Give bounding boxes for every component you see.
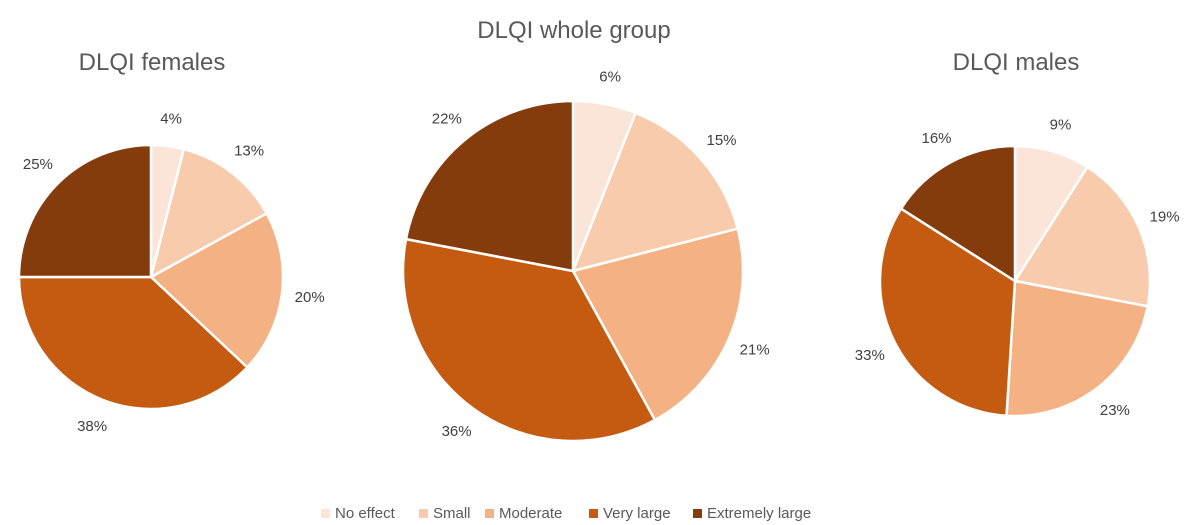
- pie-slice-males-moderate: [1005, 279, 1150, 418]
- pie-slice-females-extremely-large: [17, 143, 153, 279]
- pie-slice-whole-group-small: [570, 111, 740, 273]
- legend-label-no-effect: No effect: [335, 505, 396, 522]
- data-label-females-no-effect: 4%: [160, 110, 182, 127]
- data-label-whole-group-moderate: 21%: [740, 342, 770, 359]
- data-label-males-extremely-large: 16%: [921, 130, 951, 147]
- pie-group: 4% 13% 20% 38% 25% 6% 15% 21% 36% 22% 9% 19% 23% 33% 1…: [17, 69, 1180, 443]
- legend-label-small: Small: [433, 505, 471, 522]
- data-label-males-very-large: 33%: [855, 347, 885, 364]
- pie-slice-males-small: [1012, 165, 1152, 308]
- legend-swatch-very-large: [589, 509, 598, 518]
- legend: No effect Small Moderate Very large Extr…: [321, 505, 811, 522]
- data-label-females-very-large: 38%: [77, 418, 107, 435]
- data-label-whole-group-extremely-large: 22%: [432, 110, 462, 127]
- data-label-whole-group-no-effect: 6%: [599, 69, 621, 86]
- chart-title-whole-group: DLQI whole group: [477, 17, 670, 44]
- pie-slice-whole-group-moderate: [571, 227, 745, 422]
- legend-label-extremely-large: Extremely large: [707, 505, 811, 522]
- pie-slice-whole-group-very-large: [401, 237, 657, 443]
- data-label-males-moderate: 23%: [1100, 402, 1130, 419]
- pie-slice-females-moderate: [148, 211, 285, 370]
- data-label-males-small: 19%: [1150, 208, 1180, 225]
- data-label-females-small: 13%: [234, 143, 264, 160]
- pie-slice-females-very-large: [17, 275, 249, 411]
- chart-title-females: DLQI females: [79, 49, 226, 76]
- legend-label-moderate: Moderate: [499, 505, 562, 522]
- data-label-females-extremely-large: 25%: [23, 156, 53, 173]
- chart-title-males: DLQI males: [953, 49, 1080, 76]
- data-label-whole-group-small: 15%: [706, 132, 736, 149]
- data-label-whole-group-very-large: 36%: [442, 423, 472, 440]
- legend-swatch-moderate: [485, 509, 494, 518]
- data-label-males-no-effect: 9%: [1050, 117, 1072, 134]
- legend-label-very-large: Very large: [603, 505, 671, 522]
- legend-swatch-no-effect: [321, 509, 330, 518]
- pie-slice-males-extremely-large: [899, 144, 1017, 284]
- data-label-females-moderate: 20%: [295, 289, 325, 306]
- legend-swatch-small: [419, 509, 428, 518]
- pie-slice-females-small: [149, 147, 269, 280]
- pie-slice-whole-group-extremely-large: [404, 99, 575, 273]
- legend-swatch-extremely-large: [693, 509, 702, 518]
